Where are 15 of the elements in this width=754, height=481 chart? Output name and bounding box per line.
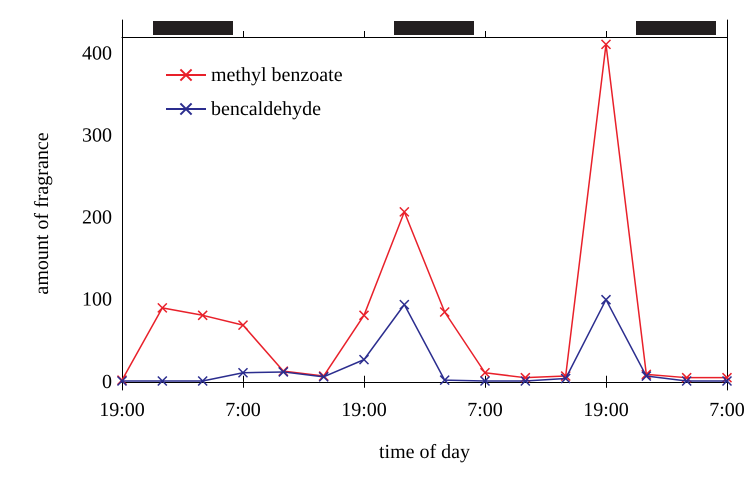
x-axis-title: time of day bbox=[378, 441, 470, 463]
y-tick-label: 400 bbox=[82, 42, 112, 64]
x-tick-label: 7:00 bbox=[467, 399, 503, 421]
legend-label: bencaldehyde bbox=[211, 98, 322, 120]
x-tick-label: 19:00 bbox=[341, 399, 387, 421]
x-tick-label: 19:00 bbox=[99, 399, 145, 421]
y-tick-label: 100 bbox=[82, 288, 112, 311]
y-axis-title: amount of fragrance bbox=[31, 132, 53, 295]
x-tick-label: 7:00 bbox=[225, 399, 261, 421]
x-tick-label: 19:00 bbox=[583, 399, 629, 421]
y-tick-label: 300 bbox=[82, 124, 112, 147]
legend-label: methyl benzoate bbox=[211, 64, 343, 86]
y-tick-label: 200 bbox=[82, 206, 112, 229]
x-tick-label: 7:00 bbox=[709, 399, 745, 421]
y-tick-label: 0 bbox=[102, 370, 112, 393]
